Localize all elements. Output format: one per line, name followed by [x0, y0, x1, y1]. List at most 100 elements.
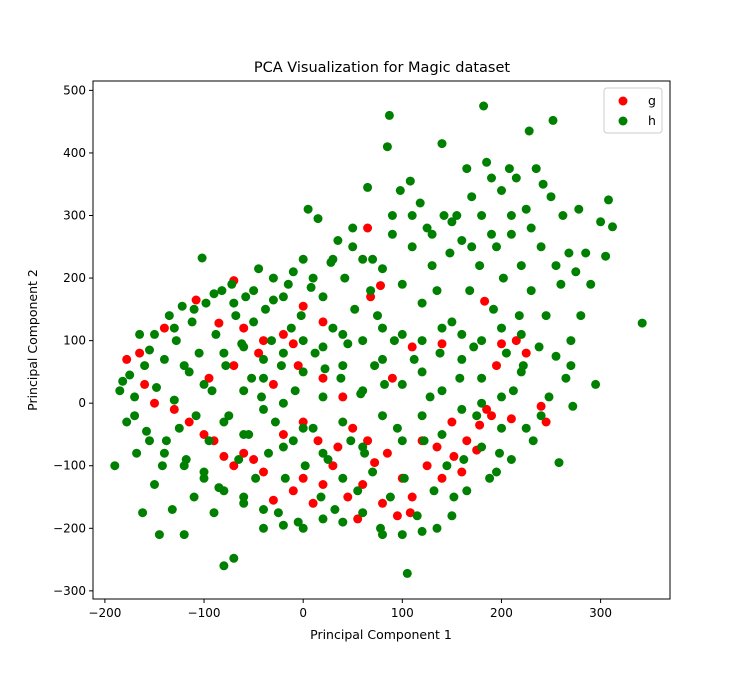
point-h: [427, 229, 437, 239]
point-h: [528, 436, 538, 446]
point-g: [536, 401, 546, 411]
point-h: [397, 279, 407, 289]
point-h: [419, 436, 429, 446]
point-h: [402, 568, 412, 578]
x-tick-label: −200: [88, 606, 121, 620]
point-g: [541, 417, 551, 427]
point-h: [171, 336, 181, 346]
point-g: [169, 404, 179, 414]
y-tick-label: 100: [63, 334, 86, 348]
point-h: [477, 442, 487, 452]
point-h: [145, 345, 154, 355]
y-tick-label: −200: [53, 521, 86, 535]
point-h: [217, 286, 227, 296]
point-h: [259, 523, 268, 533]
point-h: [278, 398, 288, 408]
point-h: [122, 417, 132, 427]
point-h: [268, 295, 278, 305]
point-g: [358, 480, 368, 489]
point-h: [267, 336, 276, 346]
point-h: [288, 436, 298, 446]
point-h: [296, 311, 306, 321]
point-h: [328, 254, 338, 264]
point-h: [415, 198, 425, 208]
point-g: [318, 317, 328, 327]
point-h: [538, 179, 548, 189]
point-h: [447, 511, 457, 521]
point-h: [407, 211, 417, 220]
point-h: [135, 329, 145, 339]
series-h: [110, 101, 647, 578]
point-h: [558, 211, 568, 220]
point-h: [469, 342, 479, 352]
point-g: [506, 414, 516, 424]
point-h: [174, 423, 184, 433]
point-h: [397, 436, 407, 446]
point-h: [239, 386, 249, 396]
point-h: [308, 423, 318, 433]
point-h: [184, 367, 194, 377]
x-tick-label: 300: [589, 606, 612, 620]
point-h: [177, 301, 187, 311]
point-g: [407, 342, 417, 352]
point-h: [199, 379, 209, 389]
point-h: [534, 342, 544, 352]
point-h: [209, 508, 219, 518]
point-h: [551, 351, 561, 361]
point-h: [318, 514, 328, 524]
point-h: [422, 223, 432, 233]
point-h: [350, 304, 360, 314]
point-g: [159, 323, 169, 333]
point-h: [405, 176, 415, 186]
x-tick-label: 100: [391, 606, 414, 620]
point-h: [485, 473, 495, 483]
point-g: [239, 448, 249, 458]
point-g: [214, 318, 224, 328]
point-h: [437, 386, 447, 396]
point-h: [280, 473, 290, 483]
point-g: [288, 486, 298, 496]
point-h: [140, 361, 150, 371]
point-h: [278, 292, 288, 302]
point-g: [278, 430, 288, 439]
point-g: [338, 392, 348, 402]
point-h: [380, 379, 389, 389]
point-h: [343, 339, 353, 349]
point-h: [501, 348, 511, 358]
point-h: [637, 318, 647, 328]
y-tick-label: 0: [78, 396, 86, 410]
point-h: [417, 336, 427, 346]
point-h: [526, 286, 536, 296]
point-h: [340, 273, 350, 283]
legend: g h: [603, 87, 663, 134]
point-g: [449, 451, 459, 461]
point-h: [298, 336, 308, 346]
point-g: [191, 295, 201, 305]
point-g: [328, 461, 338, 471]
point-h: [298, 423, 308, 433]
point-h: [447, 217, 457, 227]
point-h: [399, 473, 409, 483]
point-h: [495, 448, 504, 458]
point-h: [227, 279, 237, 289]
point-h: [239, 342, 249, 352]
point-h: [239, 492, 249, 502]
point-h: [498, 273, 508, 283]
point-h: [409, 354, 419, 364]
point-h: [293, 517, 303, 527]
point-g: [140, 379, 150, 389]
point-h: [209, 289, 219, 299]
point-h: [566, 361, 576, 371]
point-g: [293, 361, 303, 371]
point-h: [514, 311, 524, 321]
point-h: [259, 404, 268, 414]
point-h: [368, 254, 378, 264]
point-h: [378, 530, 387, 540]
point-g: [407, 492, 417, 502]
point-h: [219, 561, 229, 571]
point-h: [397, 530, 407, 540]
point-g: [382, 448, 392, 458]
point-h: [338, 473, 348, 483]
point-h: [328, 323, 338, 333]
